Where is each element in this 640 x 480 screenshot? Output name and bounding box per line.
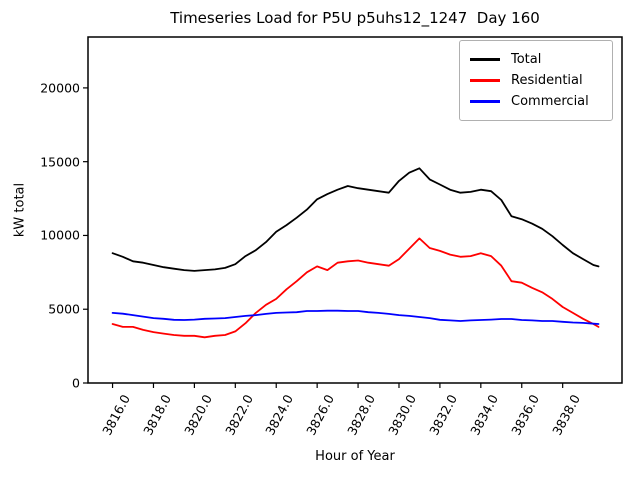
- series-line-residential: [111, 237, 600, 339]
- chart-title: Timeseries Load for P5U p5uhs12_1247 Day…: [170, 9, 540, 27]
- legend-line-swatch: [470, 100, 500, 103]
- y-tick-label: 10000: [40, 227, 80, 243]
- series-line-commercial: [111, 309, 600, 325]
- axes-box: [87, 36, 623, 384]
- legend-item-residential: Residential: [470, 70, 602, 91]
- legend-label: Commercial: [511, 94, 589, 109]
- legend: Total Residential Commercial: [459, 40, 613, 121]
- legend-item-commercial: Commercial: [470, 91, 602, 112]
- legend-label: Total: [511, 52, 542, 67]
- y-tick-label: 15000: [40, 154, 80, 170]
- y-tick-label: 20000: [40, 80, 80, 96]
- y-tick-label: 0: [72, 375, 80, 391]
- series-line-total: [111, 167, 600, 272]
- legend-label: Residential: [511, 73, 583, 88]
- legend-item-total: Total: [470, 49, 602, 70]
- legend-line-swatch: [470, 79, 500, 82]
- legend-line-swatch: [470, 58, 500, 61]
- x-axis-label: Hour of Year: [315, 449, 395, 464]
- y-tick-label: 5000: [48, 301, 80, 317]
